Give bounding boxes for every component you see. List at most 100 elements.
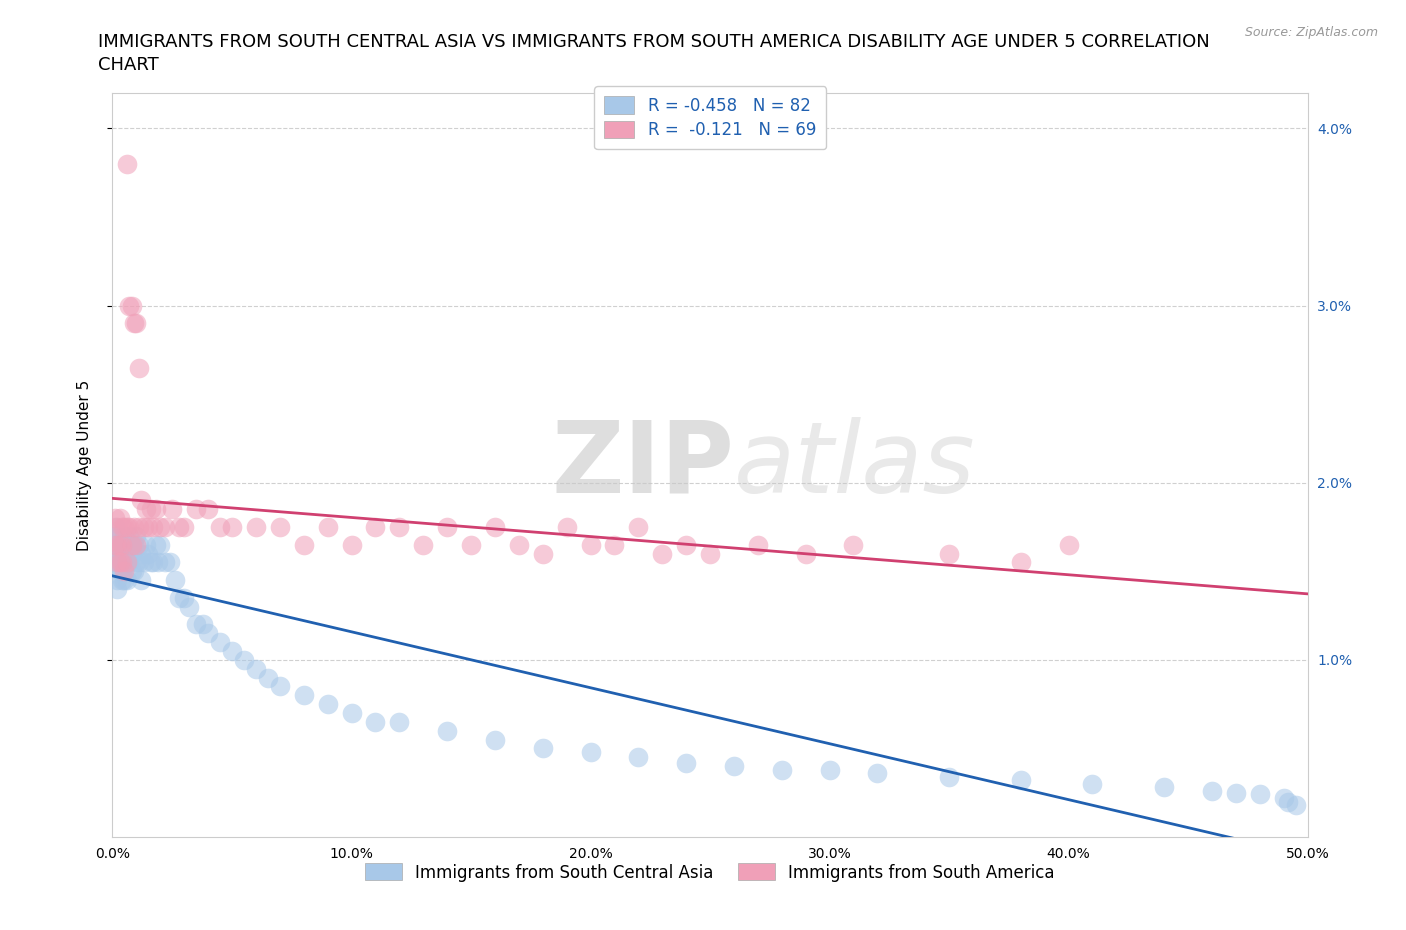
Point: [118, 555, 141, 570]
Point: [108, 538, 131, 552]
Point: [153, 520, 176, 535]
Point: [340, 706, 363, 721]
Point: [115, 555, 138, 570]
Point: [115, 538, 138, 552]
Point: [651, 546, 673, 561]
Point: [111, 573, 134, 588]
Point: [257, 671, 280, 685]
Point: [122, 538, 145, 552]
Point: [153, 555, 176, 570]
Point: [1153, 780, 1175, 795]
Point: [122, 316, 145, 331]
Point: [221, 644, 243, 658]
Point: [842, 538, 865, 552]
Point: [627, 750, 650, 764]
Point: [412, 538, 434, 552]
Point: [1277, 794, 1299, 809]
Point: [139, 555, 162, 570]
Point: [121, 564, 143, 578]
Point: [818, 763, 841, 777]
Point: [118, 520, 141, 535]
Point: [105, 581, 128, 596]
Point: [193, 617, 215, 631]
Point: [104, 528, 127, 543]
Point: [723, 759, 745, 774]
Point: [105, 538, 128, 552]
Point: [186, 502, 208, 517]
Point: [105, 520, 128, 535]
Point: [138, 520, 160, 535]
Point: [118, 299, 141, 313]
Point: [149, 520, 172, 535]
Point: [938, 769, 960, 784]
Point: [145, 502, 167, 517]
Point: [340, 538, 363, 552]
Point: [108, 555, 131, 570]
Point: [118, 528, 141, 543]
Point: [135, 502, 157, 517]
Point: [129, 493, 152, 508]
Point: [139, 502, 162, 517]
Point: [105, 555, 128, 570]
Point: [1010, 773, 1032, 788]
Point: [108, 555, 131, 570]
Point: [233, 653, 256, 668]
Point: [111, 520, 134, 535]
Point: [173, 520, 195, 535]
Point: [114, 555, 135, 570]
Point: [138, 546, 160, 561]
Point: [1057, 538, 1080, 552]
Point: [128, 555, 150, 570]
Point: [221, 520, 243, 535]
Point: [579, 745, 602, 760]
Point: [111, 564, 134, 578]
Point: [603, 538, 626, 552]
Point: [104, 538, 127, 552]
Point: [770, 763, 793, 777]
Point: [129, 573, 152, 588]
Point: [125, 316, 148, 331]
Point: [105, 555, 128, 570]
Point: [364, 714, 387, 729]
Point: [111, 538, 134, 552]
Point: [675, 538, 697, 552]
Text: CHART: CHART: [98, 56, 159, 73]
Point: [1201, 783, 1223, 798]
Point: [460, 538, 482, 552]
Point: [105, 573, 128, 588]
Point: [508, 538, 530, 552]
Point: [149, 538, 172, 552]
Point: [316, 697, 339, 711]
Point: [699, 546, 721, 561]
Text: Source: ZipAtlas.com: Source: ZipAtlas.com: [1244, 26, 1378, 39]
Point: [104, 546, 127, 561]
Point: [104, 520, 127, 535]
Point: [269, 679, 291, 694]
Point: [209, 520, 232, 535]
Point: [197, 502, 219, 517]
Point: [125, 555, 148, 570]
Point: [388, 520, 411, 535]
Point: [364, 520, 387, 535]
Point: [125, 538, 148, 552]
Point: [169, 591, 191, 605]
Point: [159, 555, 181, 570]
Point: [747, 538, 769, 552]
Point: [938, 546, 960, 561]
Point: [121, 299, 143, 313]
Point: [1010, 555, 1032, 570]
Point: [132, 555, 155, 570]
Point: [162, 502, 183, 517]
Point: [245, 520, 267, 535]
Point: [115, 156, 138, 171]
Point: [108, 564, 131, 578]
Point: [104, 511, 127, 525]
Point: [292, 688, 315, 703]
Point: [531, 741, 554, 756]
Point: [316, 520, 339, 535]
Point: [436, 520, 458, 535]
Point: [675, 755, 697, 770]
Point: [115, 520, 138, 535]
Point: [169, 520, 191, 535]
Point: [1249, 787, 1271, 802]
